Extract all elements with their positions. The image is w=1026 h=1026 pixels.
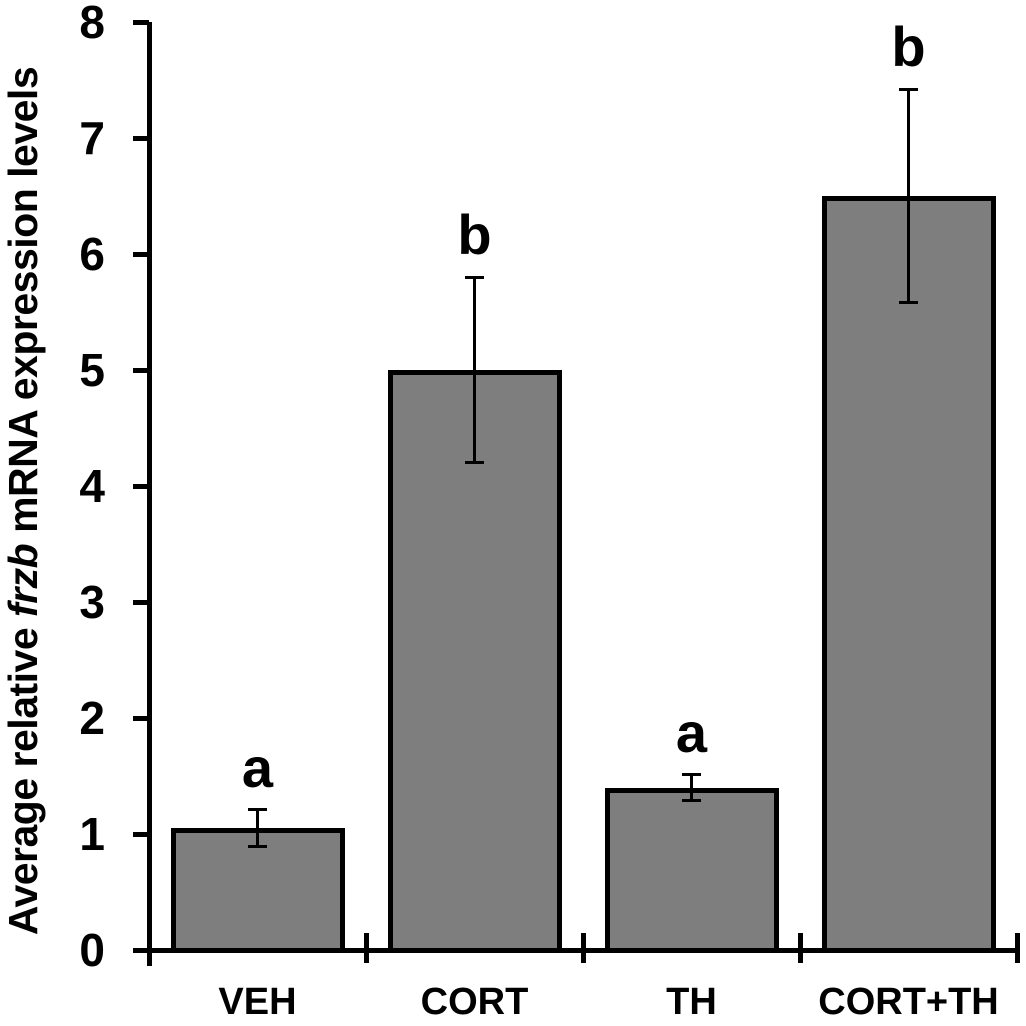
y-axis-tick	[133, 599, 149, 605]
y-axis-tick	[133, 947, 149, 953]
x-category-label: CORT+TH	[818, 981, 999, 1023]
y-axis-tick-label: 6	[79, 228, 105, 280]
x-axis-tick	[363, 933, 369, 963]
error-bar-cap	[465, 275, 484, 279]
y-axis-tick-label: 5	[79, 344, 105, 396]
sig-letter: a	[241, 735, 274, 799]
sig-letter: b	[891, 15, 926, 79]
y-axis-title-part: Average relative	[0, 616, 46, 936]
x-axis-tick	[1014, 933, 1020, 963]
y-axis-tick	[133, 483, 149, 489]
sig-letter: a	[675, 700, 708, 764]
x-category-label: CORT	[420, 981, 529, 1023]
y-axis-line	[147, 22, 152, 963]
sig-letter: b	[457, 203, 492, 267]
error-bar-cap	[465, 461, 484, 465]
y-axis-tick-label: 4	[79, 460, 105, 512]
y-axis-tick-label: 3	[79, 576, 105, 628]
y-axis-tick-label: 7	[79, 112, 105, 164]
error-bar	[907, 89, 910, 303]
y-axis-tick	[133, 251, 149, 257]
y-axis-tick	[133, 715, 149, 721]
x-category-label: TH	[666, 981, 717, 1023]
y-axis-tick-label: 8	[79, 0, 105, 48]
error-bar-cap	[899, 87, 918, 91]
error-bar	[690, 774, 693, 801]
error-bar-cap	[248, 808, 267, 812]
x-axis-tick	[580, 933, 586, 963]
y-axis-tick	[133, 135, 149, 141]
x-axis-line	[133, 948, 1020, 953]
bar-th	[604, 787, 779, 953]
y-axis-tick-label: 0	[79, 924, 105, 976]
error-bar-cap	[899, 301, 918, 305]
bar-veh	[170, 828, 345, 953]
y-axis-tick	[133, 831, 149, 837]
error-bar	[473, 277, 476, 463]
bar-cort-th	[821, 196, 996, 953]
y-axis-tick-label: 2	[79, 692, 105, 744]
x-category-label: VEH	[218, 981, 297, 1023]
y-axis-tick	[133, 19, 149, 25]
error-bar	[256, 809, 259, 847]
bar-cort	[387, 370, 562, 953]
x-axis-tick	[797, 933, 803, 963]
error-bar-cap	[248, 845, 267, 849]
y-axis-tick-label: 1	[79, 808, 105, 860]
error-bar-cap	[682, 773, 701, 777]
y-axis-tick	[133, 367, 149, 373]
x-axis-tick	[146, 950, 152, 966]
error-bar-cap	[682, 798, 701, 802]
